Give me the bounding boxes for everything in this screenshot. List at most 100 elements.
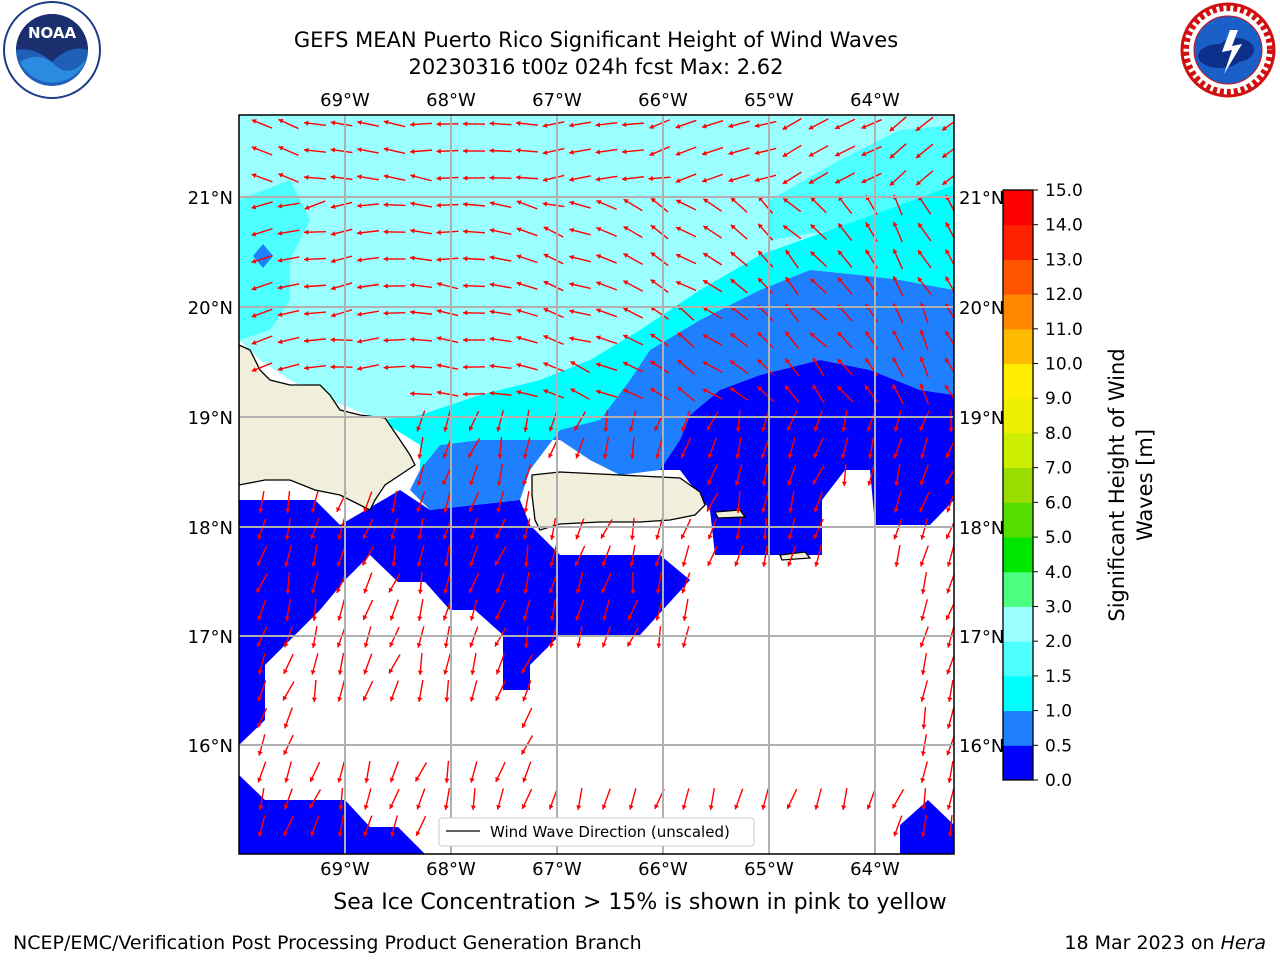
wave-arrow-head xyxy=(813,452,818,458)
wave-arrow-head xyxy=(650,388,656,393)
wave-arrow-head xyxy=(808,124,814,130)
wave-arrow-head xyxy=(892,384,898,390)
wave-arrow-head xyxy=(309,776,315,782)
wave-arrow-head xyxy=(810,332,816,338)
wave-arrow-head xyxy=(391,562,397,567)
wave-arrow-head xyxy=(920,670,926,675)
wave-arrow-head xyxy=(417,535,423,540)
wave-arrow-head xyxy=(489,175,494,181)
colorbar-segment xyxy=(1003,294,1033,330)
wave-arrow-head xyxy=(835,124,841,130)
wave-arrow-head xyxy=(363,669,369,675)
noaa-logo-text: NOAA xyxy=(28,24,77,42)
wave-arrow-head xyxy=(946,750,952,756)
wave-arrow-head xyxy=(496,426,502,432)
colorbar-tick-label: 4.0 xyxy=(1045,563,1072,583)
wave-arrow-head xyxy=(443,805,449,810)
wave-arrow-head xyxy=(575,453,581,459)
wave-arrow-head xyxy=(840,453,846,459)
wave-arrow-head xyxy=(416,507,422,513)
wave-arrow-head xyxy=(336,561,342,567)
wave-arrow-head xyxy=(623,361,629,367)
lat-label-left: 19°N xyxy=(188,408,233,429)
wave-arrow-head xyxy=(436,148,441,154)
wave-arrow-head xyxy=(675,178,681,183)
wave-arrow-head xyxy=(516,281,522,287)
wave-arrow-head xyxy=(946,642,952,648)
wave-band-1-1.5 xyxy=(380,185,954,470)
wave-arrow-head xyxy=(363,642,369,648)
wave-arrow-head xyxy=(416,561,422,567)
wave-arrow-head xyxy=(569,200,575,206)
wave-arrow-head xyxy=(362,533,368,539)
wave-arrow-head xyxy=(468,587,474,593)
wave-arrow-head xyxy=(569,122,574,128)
wave-arrow-head xyxy=(463,337,468,343)
colorbar-tick-label: 9.0 xyxy=(1045,389,1072,409)
virgin-islands xyxy=(713,509,747,519)
date-text: 18 Mar 2023 on Hera xyxy=(1064,932,1266,954)
wave-arrow-head xyxy=(516,120,521,126)
wave-arrow-head xyxy=(920,589,926,594)
wave-arrow-head xyxy=(410,336,415,343)
puerto-rico xyxy=(531,471,706,531)
colorbar-tick-label: 1.5 xyxy=(1045,667,1072,687)
colorbar-tick-label: 6.0 xyxy=(1045,493,1072,513)
wave-arrow-head xyxy=(311,643,317,648)
wave-arrow-head xyxy=(336,506,341,512)
wave-arrow-head xyxy=(889,153,895,159)
wave-arrow-head xyxy=(410,309,415,315)
wave-arrow-head xyxy=(338,805,344,810)
wave-arrow-head xyxy=(495,776,500,782)
wave-arrow-head xyxy=(388,668,394,674)
wave-arrow-head xyxy=(469,561,475,567)
wave-arrow-head xyxy=(258,805,264,810)
map-legend: Wind Wave Direction (unscaled) xyxy=(438,817,755,847)
wave-arrow-head xyxy=(569,336,574,342)
wave-arrow-head xyxy=(516,174,521,181)
wave-arrow-head xyxy=(330,174,336,180)
wave-arrow-head xyxy=(622,149,627,155)
wave-arrow-head xyxy=(628,426,634,432)
wave-arrow-head xyxy=(469,642,475,648)
wave-arrow-head xyxy=(892,357,898,363)
colorbar-segment xyxy=(1003,745,1033,781)
wave-arrow-head xyxy=(251,119,257,124)
wave-arrow-head xyxy=(889,180,895,186)
colorbar-tick-label: 3.0 xyxy=(1045,597,1072,617)
wave-arrow-head xyxy=(463,148,468,154)
wave-arrow-head xyxy=(278,118,284,124)
wave-arrow-head xyxy=(494,641,500,647)
wave-arrow-head xyxy=(702,361,708,367)
wave-arrow-head xyxy=(542,122,548,128)
colorbar-tick-label: 0.0 xyxy=(1045,771,1072,791)
wave-arrow-head xyxy=(782,125,788,130)
wave-arrow-head xyxy=(549,616,555,621)
wave-band-2-3 xyxy=(239,115,954,420)
wave-arrow-head xyxy=(622,121,627,128)
wave-arrow-head xyxy=(628,804,634,810)
wave-arrow-head xyxy=(919,329,925,335)
wave-arrow-head xyxy=(734,480,740,486)
wave-arrow-head xyxy=(893,453,899,459)
wave-arrow-head xyxy=(390,831,396,837)
wave-arrow-head xyxy=(867,454,873,459)
map-plot-area xyxy=(239,115,954,854)
wave-arrow-head xyxy=(363,831,369,837)
wave-arrow-head xyxy=(761,481,767,486)
wave-arrow-head xyxy=(436,202,441,208)
wave-arrow-head xyxy=(523,589,529,594)
colorbar: 0.0 0.5 1.0 1.5 2.0 3.0 4.0 5.0 6.0 7.0 8.0 9.0 10.0… xyxy=(1002,181,1083,791)
wave-arrow-head xyxy=(786,425,792,431)
lon-label-bottom: 65°W xyxy=(744,859,794,880)
wave-arrow-head xyxy=(810,224,816,230)
wave-arrow-head xyxy=(785,277,791,283)
wave-arrow-head xyxy=(463,201,468,207)
wave-arrow-head xyxy=(921,724,927,729)
wave-arrow-head xyxy=(786,803,792,809)
wave-arrow-head xyxy=(735,427,741,432)
wave-arrow-head xyxy=(782,152,788,157)
wave-arrow-head xyxy=(861,178,867,184)
wave-arrow-head xyxy=(942,125,948,131)
lon-label-top: 64°W xyxy=(850,90,900,111)
